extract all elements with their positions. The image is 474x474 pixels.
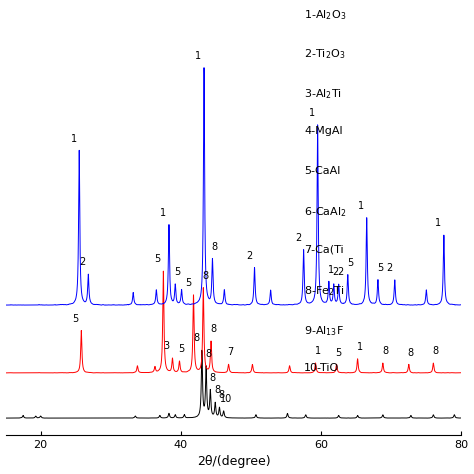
Text: 8: 8 [211,242,218,252]
Text: 1: 1 [356,342,363,352]
Text: 9-Al$_{13}$F: 9-Al$_{13}$F [304,324,344,337]
Text: 5-CaAl: 5-CaAl [304,166,340,176]
Text: 5: 5 [178,344,185,354]
Text: 7-Ca(Ti: 7-Ca(Ti [304,245,344,255]
Text: 2: 2 [80,257,86,267]
Text: 8: 8 [219,391,225,401]
Text: 10-TiO: 10-TiO [304,363,339,374]
Text: 1: 1 [358,201,364,211]
Text: 6-CaAl$_2$: 6-CaAl$_2$ [304,205,347,219]
Text: 8: 8 [408,347,414,357]
Text: 1: 1 [309,108,315,118]
Text: 8: 8 [202,271,209,281]
Text: 4-MgAl: 4-MgAl [304,126,343,136]
Text: 3-Al$_2$Ti: 3-Al$_2$Ti [304,87,342,100]
Text: 5: 5 [185,278,191,288]
X-axis label: 2θ/(degree): 2θ/(degree) [197,456,270,468]
Text: 8: 8 [193,334,200,344]
Text: 2: 2 [337,267,344,277]
Text: 7: 7 [228,347,234,357]
Text: 2: 2 [386,263,392,273]
Text: 8: 8 [210,373,216,383]
Text: 8: 8 [205,349,211,359]
Text: 5: 5 [377,263,383,273]
Text: 5: 5 [174,267,181,277]
Text: 1: 1 [328,264,334,274]
Text: 8: 8 [432,346,438,356]
Text: 1: 1 [71,134,77,144]
Text: 1-Al$_2$O$_3$: 1-Al$_2$O$_3$ [304,8,346,21]
Text: 2: 2 [333,267,339,277]
Text: 5: 5 [347,258,353,268]
Text: 5: 5 [155,255,161,264]
Text: 2: 2 [295,233,301,243]
Text: 1: 1 [315,346,321,356]
Text: 2-Ti$_2$O$_3$: 2-Ti$_2$O$_3$ [304,47,346,61]
Text: 8: 8 [210,324,216,334]
Text: 8: 8 [382,346,388,356]
Text: 3: 3 [164,341,170,351]
Text: 5: 5 [73,314,79,324]
Text: 1: 1 [195,51,201,61]
Text: 2: 2 [246,251,252,261]
Text: 10: 10 [219,394,232,404]
Text: 1: 1 [160,208,166,218]
Text: 8: 8 [214,385,220,395]
Text: 8-Fe$_2$Ti: 8-Fe$_2$Ti [304,284,345,298]
Text: 1: 1 [435,219,441,228]
Text: 5: 5 [336,347,342,357]
